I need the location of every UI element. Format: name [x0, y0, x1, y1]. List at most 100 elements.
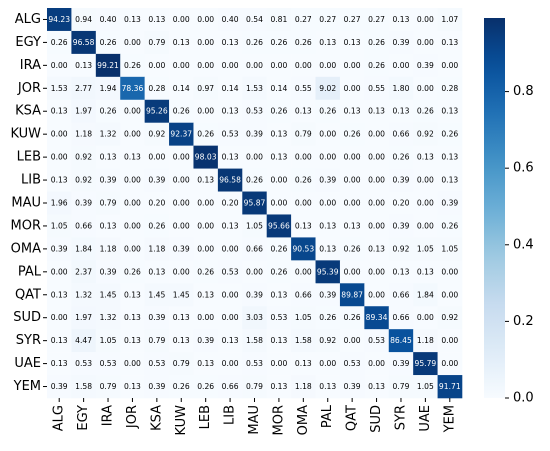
cell-label: 95.79	[415, 359, 437, 368]
cell-label: 0.00	[197, 313, 214, 322]
heatmap-cell	[437, 8, 463, 32]
heatmap-cell	[437, 283, 463, 307]
heatmap-cell	[388, 53, 414, 78]
cell-label: 0.00	[368, 359, 385, 368]
heatmap-cell	[364, 283, 390, 307]
cell-label: 0.79	[148, 336, 165, 345]
heatmap-cell	[47, 191, 72, 215]
cell-label: 0.00	[417, 221, 434, 230]
cell-label: 0.39	[197, 336, 214, 345]
cell-label: 0.00	[295, 199, 312, 208]
cell-label: 89.34	[366, 313, 388, 322]
heatmap-cell	[120, 8, 145, 32]
x-tick-label: MAU	[247, 405, 262, 435]
cell-label: 0.14	[173, 84, 190, 93]
cell-label: 0.13	[100, 221, 117, 230]
cell-label: 0.53	[368, 336, 385, 345]
heatmap-cell	[413, 168, 438, 192]
cell-label: 0.39	[173, 244, 190, 253]
heatmap-cell	[413, 30, 438, 55]
heatmap-cell	[242, 214, 268, 238]
cell-label: 0.13	[173, 38, 190, 47]
heatmap-cell	[388, 76, 414, 101]
cell-label: 0.53	[246, 359, 263, 368]
heatmap-cell	[315, 53, 341, 78]
cell-label: 0.00	[173, 15, 190, 24]
cell-label: 0.00	[173, 61, 190, 70]
cell-label: 0.00	[246, 61, 263, 70]
heatmap-cell	[95, 99, 121, 124]
heatmap-cell	[193, 53, 219, 78]
cell-label: 0.26	[344, 313, 361, 322]
cell-label: 0.55	[368, 84, 385, 93]
heatmap-cell	[315, 30, 341, 55]
cell-label: 1.05	[417, 382, 434, 391]
cell-label: 1.45	[100, 290, 117, 299]
heatmap-cell	[120, 214, 145, 238]
heatmap-cell	[193, 30, 219, 55]
cell-label: 0.26	[441, 221, 458, 230]
cell-label: 0.26	[417, 107, 434, 116]
y-tick-label: EGY	[15, 35, 41, 50]
heatmap-cell	[120, 30, 145, 55]
heatmap-cell	[291, 306, 316, 330]
heatmap-cell	[95, 191, 121, 215]
cell-label: 0.26	[173, 107, 190, 116]
heatmap-cell	[388, 8, 414, 32]
heatmap-cell	[144, 237, 170, 261]
cell-label: 0.13	[197, 290, 214, 299]
cell-label: 1.05	[246, 221, 263, 230]
heatmap-cell	[413, 306, 438, 330]
cell-label: 0.13	[222, 153, 239, 162]
cell-label: 0.00	[441, 336, 458, 345]
cell-label: 0.00	[368, 199, 385, 208]
cell-label: 0.00	[246, 267, 263, 276]
cell-label: 1.53	[246, 84, 263, 93]
cell-label: 95.87	[244, 199, 266, 208]
cell-label: 0.39	[344, 382, 361, 391]
cell-label: 0.39	[148, 382, 165, 391]
cell-label: 0.92	[393, 244, 410, 253]
heatmap-cell	[291, 191, 316, 215]
heatmap-cell	[120, 283, 145, 307]
heatmap-cell	[437, 99, 463, 124]
heatmap-cell	[120, 329, 145, 353]
heatmap-cell	[144, 191, 170, 215]
heatmap-cell	[242, 352, 268, 376]
heatmap-cell	[144, 375, 170, 399]
heatmap-cell	[413, 76, 438, 101]
cell-label: 0.26	[173, 382, 190, 391]
cell-label: 0.26	[344, 244, 361, 253]
cell-label: 1.97	[75, 313, 92, 322]
cell-label: 0.39	[246, 290, 263, 299]
heatmap-cell	[144, 8, 170, 32]
cell-label: 0.00	[319, 130, 336, 139]
cell-label: 0.00	[173, 153, 190, 162]
cell-label: 0.00	[124, 359, 141, 368]
cell-label: 1.53	[51, 84, 68, 93]
heatmap-cell	[388, 306, 414, 330]
cell-label: 0.39	[75, 199, 92, 208]
y-tick-label: PAL	[18, 264, 42, 279]
heatmap-cell	[169, 99, 194, 124]
heatmap-cell	[437, 306, 463, 330]
cell-label: 0.00	[368, 267, 385, 276]
cell-label: 0.39	[51, 382, 68, 391]
cell-label: 0.13	[197, 176, 214, 185]
heatmap-cell	[47, 145, 72, 169]
heatmap-cell	[169, 145, 194, 169]
heatmap-cell	[364, 99, 390, 124]
cell-label: 0.27	[295, 15, 312, 24]
heatmap-cell	[388, 260, 414, 284]
heatmap-cell	[193, 76, 219, 101]
heatmap-cell	[242, 53, 268, 78]
cell-label: 92.37	[170, 130, 192, 139]
cell-label: 0.13	[222, 221, 239, 230]
cell-label: 0.00	[344, 199, 361, 208]
heatmap-cell	[437, 53, 463, 78]
cell-label: 0.00	[344, 267, 361, 276]
cell-label: 0.92	[417, 130, 434, 139]
cell-label: 0.13	[270, 336, 287, 345]
heatmap-cell	[169, 191, 194, 215]
cell-label: 0.39	[148, 176, 165, 185]
